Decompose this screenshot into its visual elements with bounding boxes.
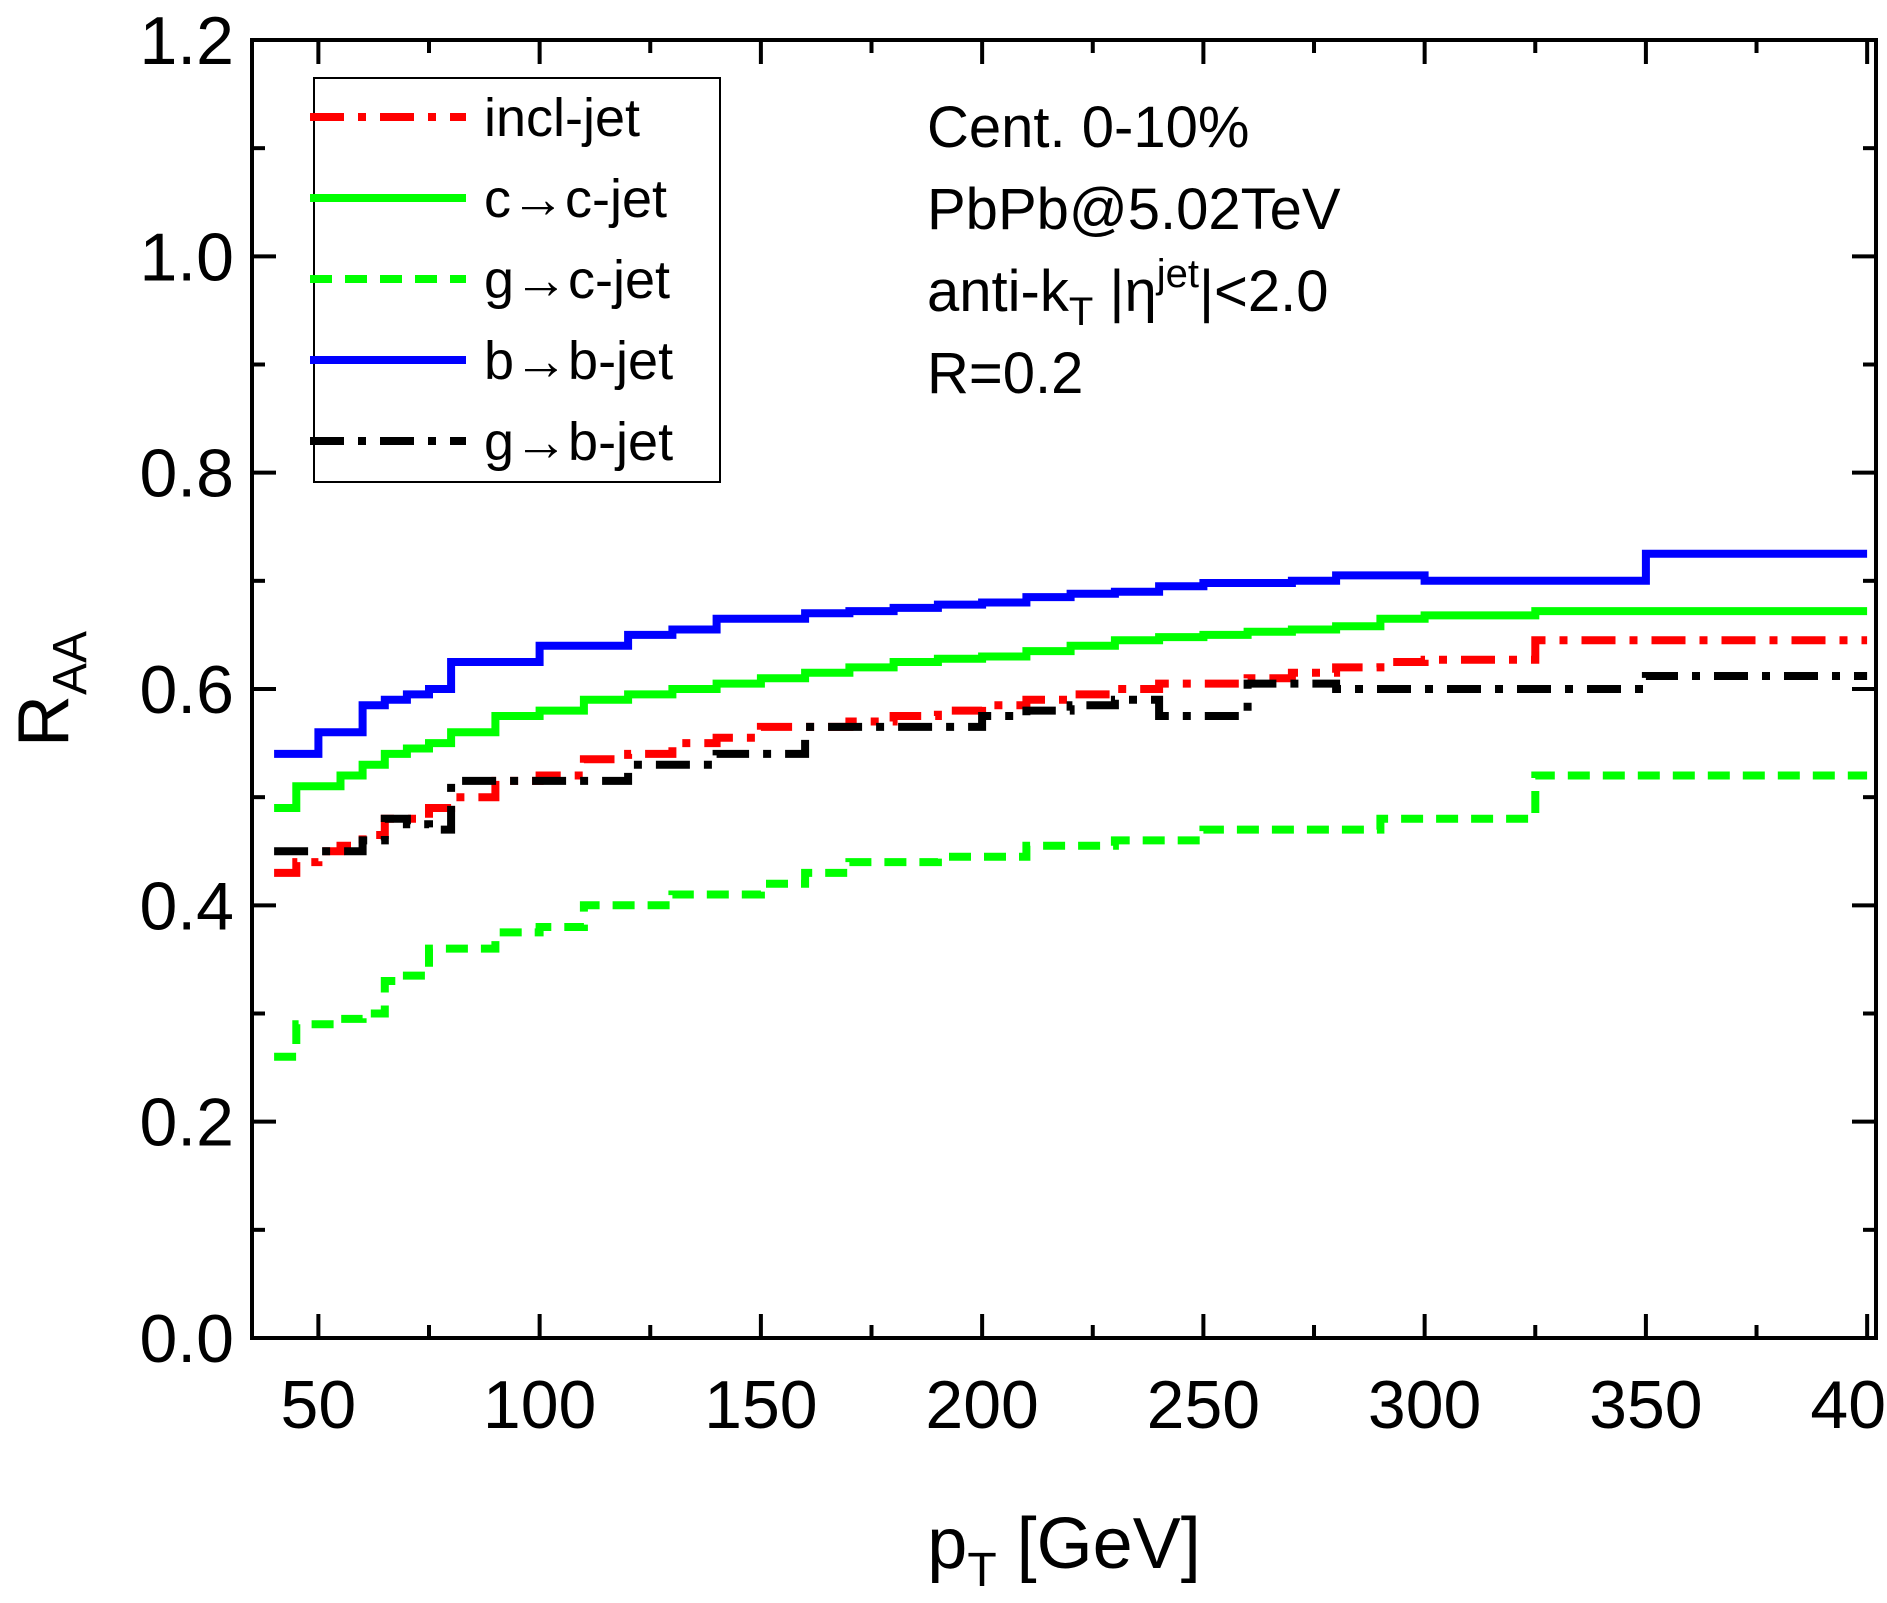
series-line-0 (274, 636, 1868, 877)
y-tick-label: 1.2 (139, 3, 234, 79)
annotation-line-3: R=0.2 (927, 341, 1083, 406)
y-tick-label: 0.2 (139, 1085, 234, 1161)
x-axis-title-rest: [GeV] (997, 1504, 1201, 1584)
series-line-2 (274, 771, 1868, 1061)
series-line-1 (274, 607, 1868, 812)
annotation-line-1: PbPb@5.02TeV (927, 177, 1341, 242)
x-tick-label: 400 (1810, 1367, 1887, 1443)
anno-mid: |η (1093, 259, 1156, 324)
x-tick-label: 200 (925, 1367, 1038, 1443)
legend: incl-jet c→c-jet g→c-jet b→b-jet g→b-jet (310, 77, 721, 483)
annotation-line-2: anti-kT |ηjet|<2.0 (927, 252, 1329, 334)
y-axis-title-sub: AA (44, 631, 97, 695)
axes-group: 50 100 150 200 250 300 350 400 0.0 0.2 0.4 0.6 0.8 1.… (4, 3, 1887, 1597)
anno-suffix: |<2.0 (1199, 259, 1329, 324)
legend-label-4: g→b-jet (484, 412, 673, 472)
y-tick-label: 0.4 (139, 868, 234, 944)
legend-label-3: b→b-jet (484, 331, 673, 391)
anno-sup: jet (1156, 252, 1199, 296)
legend-label-1: c→c-jet (484, 169, 667, 229)
annotation-block: Cent. 0-10% PbPb@5.02TeV anti-kT |ηjet|<2.… (927, 95, 1341, 406)
x-axis-title-main: p (927, 1504, 967, 1584)
x-tick-label: 250 (1147, 1367, 1260, 1443)
y-tick-label: 0.6 (139, 652, 234, 728)
annotation-line-0: Cent. 0-10% (927, 95, 1249, 160)
anno-prefix: anti-k (927, 259, 1070, 324)
x-tick-label: 50 (281, 1367, 357, 1443)
anno-sub: T (1069, 290, 1093, 334)
series-line-4 (274, 672, 1868, 856)
legend-label-0: incl-jet (484, 88, 640, 148)
y-tick-label: 0.8 (139, 436, 234, 512)
x-axis-title-sub: T (967, 1544, 996, 1597)
x-axis-title: pT [GeV] (927, 1504, 1200, 1597)
y-axis-title-main: R (4, 695, 84, 747)
series-line-3 (274, 549, 1868, 758)
x-tick-label: 100 (483, 1367, 596, 1443)
x-tick-label: 150 (704, 1367, 817, 1443)
x-tick-label: 300 (1368, 1367, 1481, 1443)
y-tick-label: 1.0 (139, 219, 234, 295)
y-axis-title: RAA (4, 631, 97, 747)
legend-label-2: g→c-jet (484, 250, 670, 310)
x-tick-label: 350 (1589, 1367, 1702, 1443)
series-group (274, 549, 1868, 1061)
y-tick-label: 0.0 (139, 1301, 234, 1377)
